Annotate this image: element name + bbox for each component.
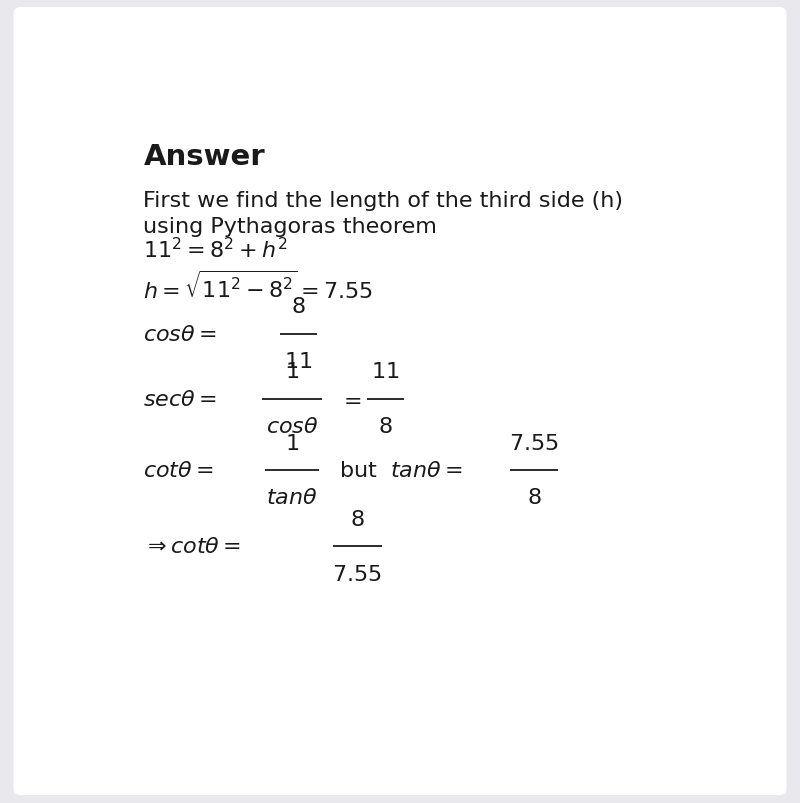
- Text: $\Rightarrow cot\theta =$: $\Rightarrow cot\theta =$: [143, 536, 242, 556]
- Text: but  $tan\theta =$: but $tan\theta =$: [338, 460, 462, 480]
- Text: Answer: Answer: [143, 143, 265, 171]
- Text: $11^2 = 8^2 + h^2$: $11^2 = 8^2 + h^2$: [143, 237, 288, 263]
- Text: using Pythagoras theorem: using Pythagoras theorem: [143, 217, 438, 237]
- Text: $8$: $8$: [378, 417, 393, 437]
- Text: $1$: $1$: [285, 433, 299, 453]
- Text: $11$: $11$: [284, 352, 313, 372]
- Text: $sec\theta =$: $sec\theta =$: [143, 389, 217, 410]
- Text: $h = \sqrt{11^2 - 8^2} = 7.55$: $h = \sqrt{11^2 - 8^2} = 7.55$: [143, 270, 374, 302]
- Text: $8$: $8$: [291, 297, 306, 317]
- Text: $cos\theta =$: $cos\theta =$: [143, 324, 217, 344]
- Text: $cot\theta =$: $cot\theta =$: [143, 460, 214, 480]
- Text: $8$: $8$: [350, 509, 365, 529]
- Text: $7.55$: $7.55$: [509, 433, 559, 453]
- Text: $tan\theta$: $tan\theta$: [266, 487, 318, 507]
- Text: $1$: $1$: [285, 362, 299, 382]
- Text: First we find the length of the third side (h): First we find the length of the third si…: [143, 190, 623, 210]
- Text: $11$: $11$: [371, 362, 399, 382]
- Text: $cos\theta$: $cos\theta$: [266, 417, 318, 437]
- Text: $7.55$: $7.55$: [333, 564, 382, 584]
- Text: $=$: $=$: [338, 389, 362, 410]
- Text: $8$: $8$: [526, 487, 542, 507]
